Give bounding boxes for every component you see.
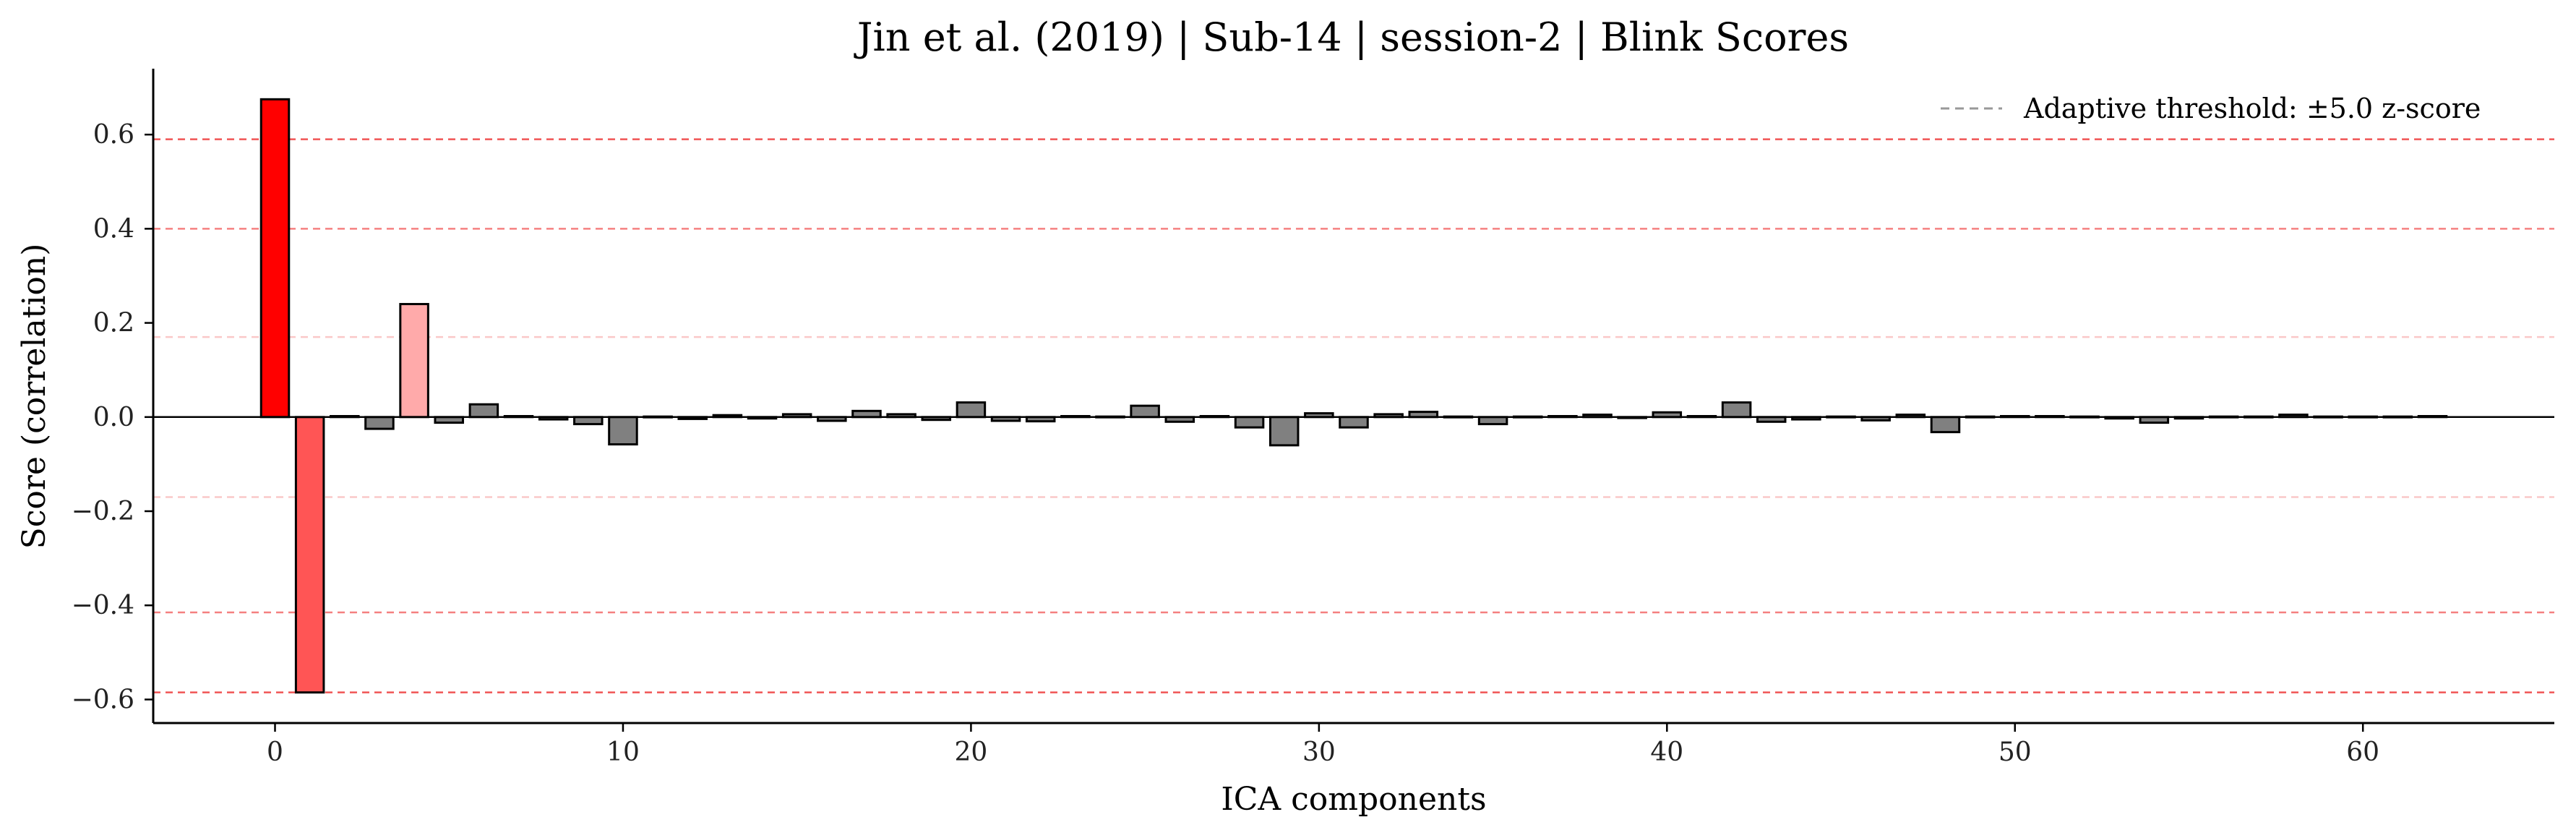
x-tick-label: 50 [1998,737,2032,767]
y-axis-label: Score (correlation) [16,244,53,550]
bar-component-0 [259,98,291,419]
x-tick-label: 60 [2346,737,2379,767]
bar-component-9 [573,416,604,426]
y-tick-label: 0.4 [93,214,134,244]
x-tick-label: 30 [1302,737,1336,767]
y-tick-label: −0.4 [72,591,134,620]
bar-component-35 [1477,416,1508,426]
y-tick-label: −0.2 [72,497,134,526]
x-tick-label: 10 [606,737,640,767]
x-ticks: 0 10 20 30 40 50 60 [267,723,2379,767]
y-ticks: −0.6 −0.4 −0.2 0.0 0.2 0.4 0.6 [72,120,153,714]
bar-component-4 [399,303,429,419]
bar-component-20 [956,401,987,419]
chart-title: Jin et al. (2019) | Sub-14 | session-2 |… [854,14,1849,60]
legend-label-threshold: Adaptive threshold: ±5.0 z-score [2023,93,2481,124]
bar-component-29 [1268,416,1300,447]
bar-component-48 [1930,416,1961,434]
bars [259,98,2448,694]
x-tick-label: 20 [954,737,987,767]
legend: Adaptive threshold: ±5.0 z-score [1941,93,2481,124]
x-axis-label: ICA components [1221,781,1486,818]
bar-component-25 [1130,404,1160,419]
x-tick-label: 40 [1650,737,1683,767]
bar-component-17 [851,409,882,419]
y-tick-label: 0.2 [93,309,134,338]
bar-component-28 [1234,416,1265,429]
threshold-lines [153,138,2554,693]
y-tick-label: 0.6 [93,120,134,150]
bar-component-10 [608,416,638,446]
y-tick-label: 0.0 [93,403,134,432]
x-tick-label: 0 [267,737,283,767]
bar-component-3 [364,416,395,430]
bar-component-31 [1339,416,1369,429]
bar-component-1 [294,416,325,694]
bar-component-6 [468,403,499,419]
y-tick-label: −0.6 [72,685,134,714]
bar-component-42 [1721,401,1752,419]
